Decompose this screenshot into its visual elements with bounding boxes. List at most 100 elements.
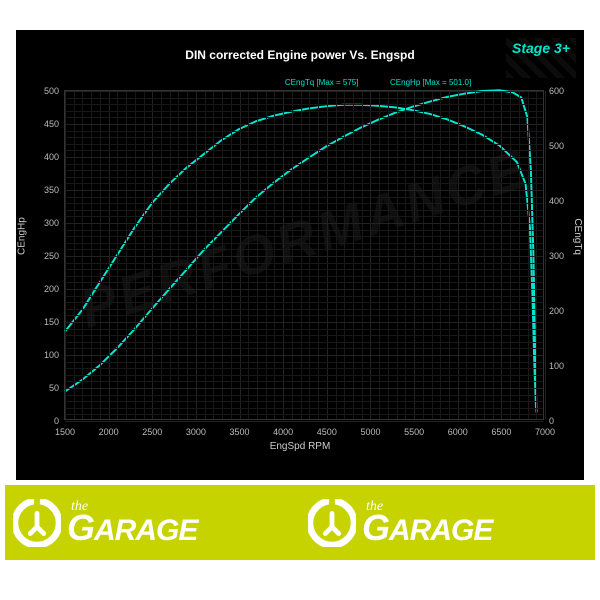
grid-v-minor [353,91,354,419]
grid-v-minor [91,91,92,419]
grid-v-minor [144,91,145,419]
grid-v-minor [292,91,293,419]
grid-v-minor [493,91,494,419]
grid-v [283,91,284,419]
grid-h-minor [65,342,543,343]
grid-v-minor [388,91,389,419]
y-left-tick-label: 400 [27,152,59,162]
grid-v-minor [100,91,101,419]
grid-h [65,124,543,125]
y-right-tick-label: 600 [549,86,581,96]
x-tick-label: 1500 [50,427,80,437]
grid-h-minor [65,269,543,270]
footer-logo-right: the GARAGE [300,485,595,560]
grid-v [240,91,241,419]
grid-v [414,91,415,419]
y-left-tick-label: 450 [27,119,59,129]
grid-v-minor [222,91,223,419]
grid-h-minor [65,381,543,382]
grid-h-minor [65,368,543,369]
grid-v-minor [379,91,380,419]
grid-v [501,91,502,419]
grid-h-minor [65,362,543,363]
grid-v-minor [475,91,476,419]
grid-h-minor [65,309,543,310]
x-tick-label: 2000 [94,427,124,437]
grid-v [152,91,153,419]
y-left-tick-label: 0 [27,416,59,426]
grid-h-minor [65,230,543,231]
grid-h [65,157,543,158]
x-tick-label: 3000 [181,427,211,437]
grid-v-minor [231,91,232,419]
y-left-tick-label: 350 [27,185,59,195]
grid-h-minor [65,302,543,303]
grid-h-minor [65,263,543,264]
x-tick-label: 5500 [399,427,429,437]
grid-v-minor [344,91,345,419]
x-tick-label: 2500 [137,427,167,437]
y-right-tick-label: 0 [549,416,581,426]
footer-main: GARAGE [67,513,197,544]
grid-v-minor [484,91,485,419]
grid-h-minor [65,348,543,349]
footer-logo-left: the GARAGE [5,485,300,560]
wrench-icon [13,499,61,547]
grid-h [65,355,543,356]
grid-v-minor [178,91,179,419]
grid-h-minor [65,144,543,145]
grid-h-minor [65,177,543,178]
x-tick-label: 6000 [443,427,473,437]
grid-h-minor [65,329,543,330]
grid-v-minor [170,91,171,419]
grid-v [458,91,459,419]
grid-h-minor [65,164,543,165]
x-axis-title: EngSpd RPM [16,441,584,452]
y-left-tick-label: 250 [27,251,59,261]
grid-v-minor [266,91,267,419]
grid-h-minor [65,401,543,402]
grid-v-minor [135,91,136,419]
grid-v-minor [423,91,424,419]
y-left-tick-label: 500 [27,86,59,96]
grid-v-minor [466,91,467,419]
grid-v-minor [213,91,214,419]
grid-v-minor [440,91,441,419]
grid-v-minor [161,91,162,419]
series-label-CEngTq: CEngTq [Max = 575] [285,78,359,87]
grid-h-minor [65,408,543,409]
grid-v-minor [117,91,118,419]
grid-h-minor [65,183,543,184]
grid-h-minor [65,375,543,376]
x-tick-label: 5000 [355,427,385,437]
y-left-tick-label: 150 [27,317,59,327]
grid-v-minor [187,91,188,419]
grid-v-minor [318,91,319,419]
y-right-tick-label: 100 [549,361,581,371]
grid-v-minor [126,91,127,419]
x-tick-label: 4000 [268,427,298,437]
grid-v [370,91,371,419]
grid-h-minor [65,282,543,283]
y-right-tick-label: 500 [549,141,581,151]
grid-v [327,91,328,419]
grid-v-minor [362,91,363,419]
y-axis-right-title: CEngTq [573,218,584,255]
grid-h-minor [65,98,543,99]
grid-v-minor [336,91,337,419]
grid-v-minor [536,91,537,419]
grid-h-minor [65,104,543,105]
chart-title: DIN corrected Engine power Vs. Engspd [16,48,584,62]
grid-v-minor [510,91,511,419]
grid-h-minor [65,117,543,118]
footer-main: GARAGE [362,513,492,544]
grid-h [65,91,543,92]
grid-h [65,322,543,323]
grid-v [545,91,546,419]
wrench-icon [308,499,356,547]
grid-v-minor [397,91,398,419]
grid-h-minor [65,150,543,151]
x-tick-label: 3500 [225,427,255,437]
grid-h-minor [65,335,543,336]
y-right-tick-label: 200 [549,306,581,316]
